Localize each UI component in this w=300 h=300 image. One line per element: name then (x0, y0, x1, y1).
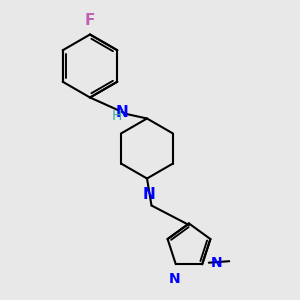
Text: N: N (211, 256, 222, 270)
Text: F: F (85, 13, 95, 28)
Text: N: N (116, 105, 129, 120)
Text: N: N (142, 187, 155, 202)
Text: N: N (169, 272, 180, 286)
Text: H: H (111, 109, 122, 123)
